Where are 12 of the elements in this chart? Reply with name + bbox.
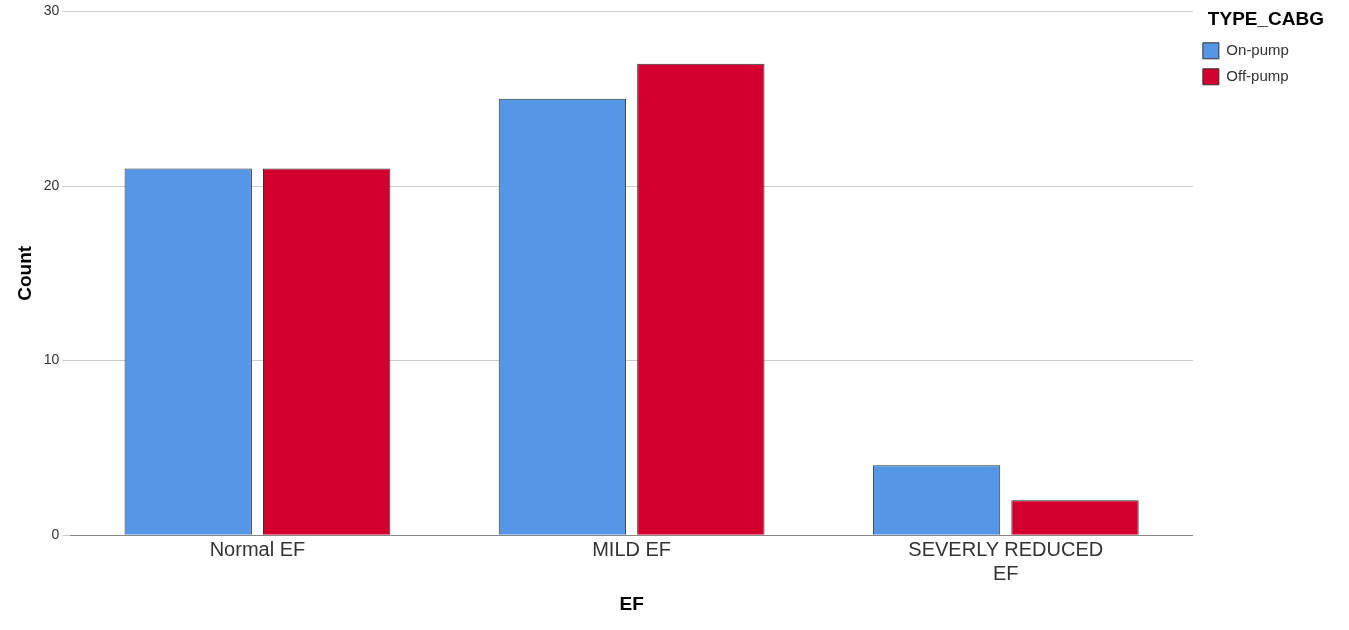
x-axis-title: EF [619, 592, 644, 614]
legend-label: Off-pump [1226, 66, 1289, 84]
y-axis-title: Count [13, 245, 35, 301]
y-tick-label: 0 [51, 526, 60, 543]
y-tick-label: 10 [43, 351, 60, 368]
y-tick-label: 30 [43, 2, 60, 19]
y-tick-label: 20 [43, 176, 60, 193]
legend-title: TYPE_CABG [1207, 7, 1324, 29]
legend-label: On-pump [1226, 40, 1289, 58]
x-tick-label: MILD EF [592, 537, 672, 560]
x-tick-label: Normal EF [209, 537, 306, 560]
x-tick-label: SEVERLY REDUCED EF [908, 537, 1104, 584]
